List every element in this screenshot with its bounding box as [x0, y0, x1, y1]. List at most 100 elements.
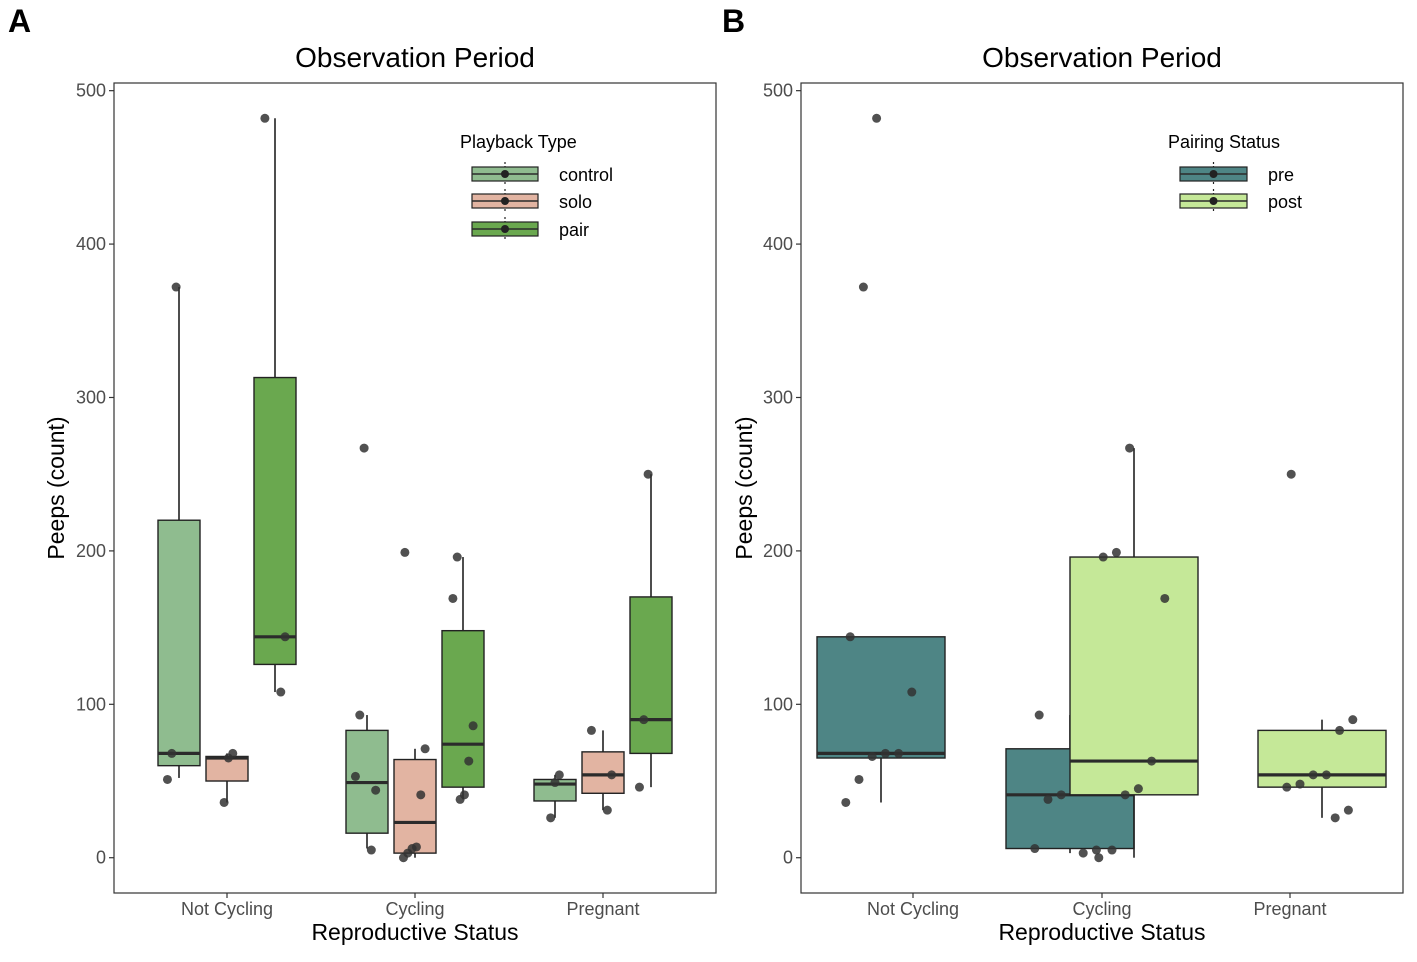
panel-b-y-tick-label: 500 [763, 81, 793, 101]
panel-b-pregnant-post-point [1286, 469, 1296, 479]
panel-a-not-cycling-solo-point [219, 797, 229, 807]
panel-b-cycling-pre-point [1034, 710, 1044, 720]
panel-b-cycling-post-point [1120, 790, 1130, 800]
panel-a-cycling-pair-box [441, 629, 485, 788]
panel-a-legend-title: Playback Type [460, 132, 577, 152]
panel-b-cycling-pre-point [1043, 794, 1053, 804]
panel-b-cycling-pre-point [1030, 844, 1040, 854]
panel-a-pregnant-pair-point [634, 782, 644, 792]
panel-b-legend-keys [1179, 162, 1248, 213]
panel-a-cycling-pair-point [448, 593, 458, 603]
panel-b-legend-label-pre: pre [1268, 165, 1294, 185]
panel-b-y-tick-label: 100 [763, 694, 793, 714]
panel-a-cycling-control-point [359, 443, 369, 453]
panel-a-cycling-pair-point [459, 790, 469, 800]
panel-b-cycling-post-point [1160, 593, 1170, 603]
panel-b-not-cycling-pre-point [867, 751, 877, 761]
panel-b-cycling-post-point [1133, 784, 1143, 794]
panel-a-cycling-control-point [355, 710, 365, 720]
panel-a-x-tick-label-pregnant: Pregnant [566, 899, 639, 919]
panel-a-pregnant-pair-point [643, 469, 653, 479]
panel-b-cycling-post-point [1147, 756, 1157, 766]
panel-a-pregnant-solo-point [607, 770, 617, 780]
panel-a-y-tick-label: 500 [76, 81, 106, 101]
panel-a-pregnant-solo-point [602, 805, 612, 815]
panel-b-not-cycling-pre-point [907, 687, 917, 697]
panel-a-y-tick-label: 400 [76, 234, 106, 254]
panel-a-x-axis-label: Reproductive Status [311, 919, 518, 945]
panel-b-not-cycling-pre-point [854, 774, 864, 784]
panel-b-pregnant-post-box [1257, 729, 1387, 788]
panel-a-legend-label-solo: solo [559, 192, 592, 212]
panel-a-not-cycling-solo-box [205, 755, 249, 782]
panel-a-title: Observation Period [295, 42, 535, 73]
panel-a-y-tick-label: 200 [76, 541, 106, 561]
panel-b-cycling-post-point [1107, 845, 1117, 855]
panel-b-not-cycling-pre-box [816, 636, 946, 759]
panel-a-legend-label-pair: pair [559, 220, 589, 240]
panel-a-legend-key-control-point [501, 170, 509, 178]
panel-b-cycling-post-point [1094, 853, 1104, 863]
panel-b-pregnant-post-point [1335, 725, 1345, 735]
panel-b-letter: B [722, 3, 745, 39]
panel-a: A Observation Period Reproductive Status… [8, 3, 717, 945]
panel-b-not-cycling-pre-point [872, 113, 882, 123]
panel-a-legend-keys [471, 162, 539, 241]
panel-a-cycling-control-point [366, 845, 376, 855]
panel-b-plot: 0 100 200 300 400 500 Not Cycling Cycling Pregna… [763, 81, 1404, 919]
panel-b-y-tick-label: 0 [783, 848, 793, 868]
panel-a-y-tick-label: 0 [96, 848, 106, 868]
panel-b-x-tick-label-cycling: Cycling [1072, 899, 1131, 919]
panel-b-legend-key-post-point [1209, 197, 1218, 205]
panel-b-x-tick-label-not-cycling: Not Cycling [867, 899, 959, 919]
panel-a-legend-label-control: control [559, 165, 613, 185]
panel-b-cycling-pre-point [1056, 790, 1066, 800]
panel-b-cycling-post-point [1125, 443, 1135, 453]
panel-b-pregnant-post-point [1295, 779, 1305, 789]
panel-b-pregnant-post-point [1282, 782, 1292, 792]
panel-a-legend-key-solo-point [501, 197, 509, 205]
panel-b-title: Observation Period [982, 42, 1222, 73]
panel-b-legend: Pairing Status pre post [1168, 132, 1302, 213]
panel-a-pregnant-solo-box [581, 751, 625, 794]
panel-b-pregnant-post-point [1330, 813, 1340, 823]
panel-a-cycling-pair-point [468, 721, 478, 731]
panel-b-not-cycling-pre-point [841, 797, 851, 807]
panel-b-not-cycling-pre-point [858, 282, 868, 292]
panel-b-not-cycling-pre-point [845, 632, 855, 642]
panel-b-y-tick-label: 200 [763, 541, 793, 561]
panel-a-y-axis-label: Peeps (count) [43, 416, 69, 559]
panel-a-not-cycling-pair-point [280, 632, 290, 642]
panel-b-legend-title: Pairing Status [1168, 132, 1280, 152]
panel-a-x-tick-label-not-cycling: Not Cycling [181, 899, 273, 919]
panel-a-cycling-pair-point [464, 756, 474, 766]
panel-a-x-tick-label-cycling: Cycling [385, 899, 444, 919]
panel-b-y-tick-label: 400 [763, 234, 793, 254]
panel-a-pregnant-pair-box [629, 596, 673, 755]
panel-b-pregnant-post-point [1321, 770, 1331, 780]
panel-b-cycling-pre-point [1091, 845, 1101, 855]
panel-a-not-cycling-control-point [167, 748, 177, 758]
panel-b: B Observation Period Reproductive Status… [722, 3, 1404, 945]
panel-b-cycling-pre-point [1078, 848, 1088, 858]
panel-b-cycling-post-box [1069, 556, 1199, 796]
panel-b-cycling-post-point [1098, 552, 1108, 562]
panel-a-not-cycling-pair-point [276, 687, 286, 697]
panel-a-legend: Playback Type control solo pair [460, 132, 613, 241]
panel-b-legend-label-post: post [1268, 192, 1302, 212]
panel-a-not-cycling-pair-point [260, 113, 270, 123]
panel-a-pregnant-control-point [550, 778, 560, 788]
panel-a-cycling-solo-point [416, 790, 426, 800]
panel-b-y-tick-label: 300 [763, 387, 793, 407]
panel-b-x-tick-label-pregnant: Pregnant [1253, 899, 1326, 919]
panel-a-cycling-control-point [371, 785, 381, 795]
panel-b-legend-key-pre-point [1209, 170, 1218, 178]
panel-b-not-cycling-pre-point [894, 748, 904, 758]
panel-a-not-cycling-control-box [157, 519, 201, 767]
panel-b-not-cycling-pre-point [880, 748, 890, 758]
panel-a-y-tick-label: 300 [76, 387, 106, 407]
panel-a-plot: 0 100 200 300 400 500 Not Cycling Cycling Pregna… [76, 81, 717, 919]
panel-a-pregnant-pair-point [639, 715, 649, 725]
